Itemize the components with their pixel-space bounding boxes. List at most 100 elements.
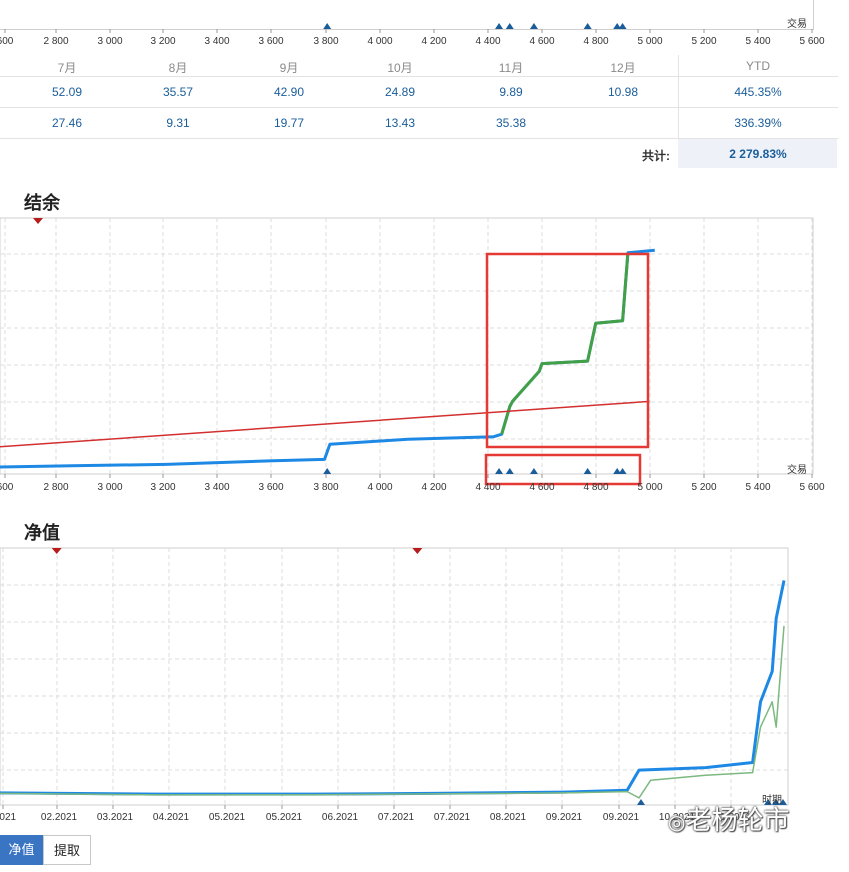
balance-title: 结余 bbox=[24, 193, 60, 214]
equity-tick-label: 08.2021 bbox=[489, 812, 527, 823]
drawdown-marker bbox=[33, 218, 43, 224]
plot-frame bbox=[0, 217, 814, 475]
equity-tick-label: 06.2021 bbox=[321, 812, 359, 823]
header-nov: 11月 bbox=[498, 61, 524, 75]
table-cell: 10.98 bbox=[607, 85, 639, 99]
table-cell: 24.89 bbox=[384, 85, 416, 99]
balance-line bbox=[0, 248, 655, 469]
table-cell: 9.89 bbox=[499, 85, 523, 99]
top-strip-markers bbox=[4, 23, 813, 33]
weibo-logo-icon: ◎ bbox=[668, 810, 686, 834]
balance-tick-label: 3 800 bbox=[313, 482, 339, 493]
trade-marker bbox=[764, 799, 772, 805]
trade-marker bbox=[323, 468, 332, 474]
balance-tick-label: 3 200 bbox=[150, 482, 176, 493]
balance-chart bbox=[0, 217, 814, 486]
equity-tick-label: 09.2021 bbox=[602, 812, 640, 823]
equity-tick-label: 02.2021 bbox=[40, 812, 78, 823]
equity-title: 净值 bbox=[24, 523, 60, 544]
top-tick-label: 3 600 bbox=[258, 36, 284, 47]
header-aug: 8月 bbox=[168, 61, 188, 75]
ytd-cell: 445.35% bbox=[734, 85, 782, 99]
watermark-text: 老杨轮市 bbox=[685, 806, 790, 836]
equity-tick-label: 11.2021 bbox=[715, 812, 751, 823]
top-tick-label: 5 600 bbox=[799, 36, 825, 47]
top-corner-label: 交易 bbox=[787, 19, 807, 30]
equity-x-axis-label: 时期 bbox=[762, 795, 782, 806]
equity-tick-label: 2021 bbox=[0, 812, 17, 823]
top-tick-label: 3 800 bbox=[313, 36, 339, 47]
table-divider bbox=[0, 138, 838, 139]
trade-marker bbox=[613, 468, 622, 474]
equity-tick-label: 03.2021 bbox=[96, 812, 134, 823]
drawdown-marker bbox=[412, 548, 423, 554]
total-value: 2 279.83% bbox=[729, 147, 787, 161]
balance-tick-label: 5 600 bbox=[799, 482, 825, 493]
tab-withdraw[interactable]: 提取 bbox=[43, 835, 91, 865]
equity-balance-line bbox=[0, 580, 786, 796]
trend-line bbox=[0, 400, 650, 448]
trade-marker bbox=[495, 23, 504, 29]
trade-marker bbox=[495, 468, 504, 474]
balance-tick-label: 3 600 bbox=[258, 482, 284, 493]
top-tick-label: 3 000 bbox=[97, 36, 123, 47]
trade-marker bbox=[618, 23, 627, 29]
top-tick-label: 5 000 bbox=[637, 36, 663, 47]
table-cell: 42.90 bbox=[273, 85, 305, 99]
equity-tick-label: 05.2021 bbox=[208, 812, 246, 823]
table-cell: 13.43 bbox=[384, 116, 416, 130]
trade-marker bbox=[505, 23, 514, 29]
trade-marker bbox=[618, 468, 627, 474]
header-oct: 10月 bbox=[387, 61, 413, 75]
top-tick-label: 4 800 bbox=[583, 36, 609, 47]
watermark: ◎老杨轮市 bbox=[668, 800, 789, 837]
ytd-cell: 336.39% bbox=[734, 116, 782, 130]
trade-marker bbox=[505, 468, 514, 474]
balance-tick-label: 5 200 bbox=[691, 482, 717, 493]
header-sep: 9月 bbox=[279, 61, 299, 75]
table-divider bbox=[0, 76, 838, 77]
balance-tick-label: 2 800 bbox=[43, 482, 69, 493]
balance-tick-label: 3 400 bbox=[204, 482, 230, 493]
equity-tick-label: 07.2021 bbox=[377, 812, 415, 823]
growth-segment-line bbox=[500, 252, 630, 435]
total-label: 共计: bbox=[642, 149, 670, 163]
equity-tick-label: 04.2021 bbox=[152, 812, 190, 823]
balance-tick-label: 4 200 bbox=[421, 482, 447, 493]
balance-tick-label: 4 000 bbox=[367, 482, 393, 493]
balance-tick-label: 5 400 bbox=[745, 482, 771, 493]
table-divider bbox=[0, 107, 838, 108]
highlight-box-trades bbox=[484, 453, 642, 486]
table-cell: 27.46 bbox=[51, 116, 83, 130]
balance-tick-label: 5 000 bbox=[637, 482, 663, 493]
table-cell: 19.77 bbox=[273, 116, 305, 130]
header-dec: 12月 bbox=[610, 61, 636, 75]
drawdown-marker bbox=[51, 548, 62, 554]
top-tick-label: 5 400 bbox=[745, 36, 771, 47]
equity-tick-label: 09.2021 bbox=[545, 812, 583, 823]
balance-tick-label: 3 000 bbox=[97, 482, 123, 493]
balance-tick-label: 600 bbox=[0, 482, 14, 493]
equity-tick-label: 07.2021 bbox=[433, 812, 471, 823]
trade-marker bbox=[779, 799, 787, 805]
balance-tick-label: 4 400 bbox=[475, 482, 501, 493]
top-tick-label: 4 000 bbox=[367, 36, 393, 47]
table-cell: 35.38 bbox=[495, 116, 527, 130]
table-cell: 52.09 bbox=[51, 85, 83, 99]
trade-marker bbox=[529, 23, 538, 29]
trade-marker bbox=[583, 468, 592, 474]
tab-equity[interactable]: 净值 bbox=[0, 835, 43, 865]
balance-x-axis-label: 交易 bbox=[787, 465, 807, 476]
top-tick-label: 4 200 bbox=[421, 36, 447, 47]
table-cell: 35.57 bbox=[162, 85, 194, 99]
top-tick-label: 3 200 bbox=[150, 36, 176, 47]
balance-tick-label: 4 600 bbox=[529, 482, 555, 493]
top-tick-label: 2 800 bbox=[43, 36, 69, 47]
top-tick-label: 4 600 bbox=[529, 36, 555, 47]
equity-tick-label: 10.2021 bbox=[658, 812, 696, 823]
equity-tick-label: 05.2021 bbox=[265, 812, 303, 823]
trade-marker bbox=[772, 799, 780, 805]
highlight-box-growth bbox=[485, 252, 650, 449]
trade-marker bbox=[323, 23, 332, 29]
trade-marker bbox=[613, 23, 622, 29]
